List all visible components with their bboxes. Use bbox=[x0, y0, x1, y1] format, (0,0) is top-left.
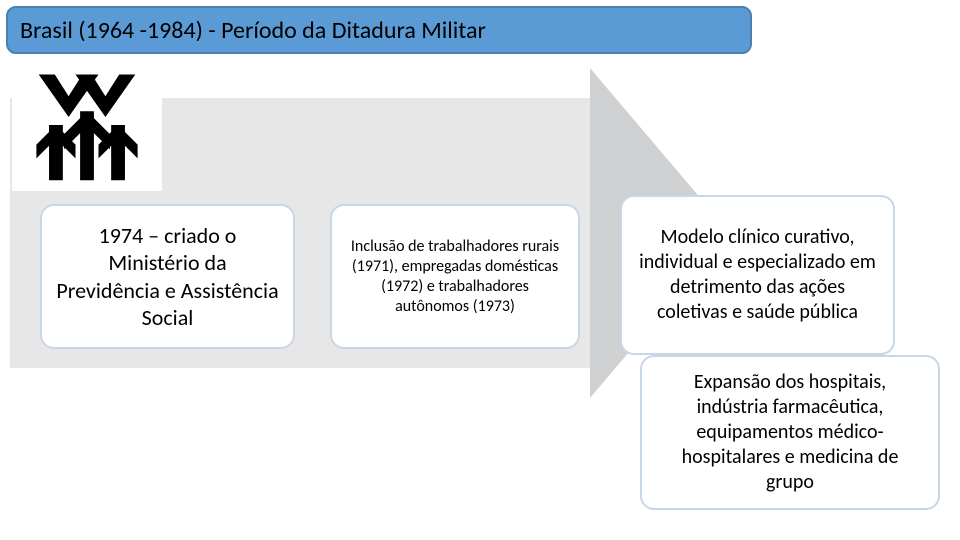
card-hospital-expansion: Expansão dos hospitais, indústria farmac… bbox=[640, 355, 940, 510]
card-clinical-model: Modelo clínico curativo, individual e es… bbox=[620, 195, 895, 355]
ministry-logo bbox=[12, 66, 162, 191]
card-workers-inclusion: Inclusão de trabalhadores rurais (1971),… bbox=[330, 204, 580, 349]
card-1974-ministry: 1974 – criado o Ministério da Previdênci… bbox=[40, 204, 295, 349]
slide-title: Brasil (1964 -1984) - Período da Ditadur… bbox=[6, 6, 752, 54]
